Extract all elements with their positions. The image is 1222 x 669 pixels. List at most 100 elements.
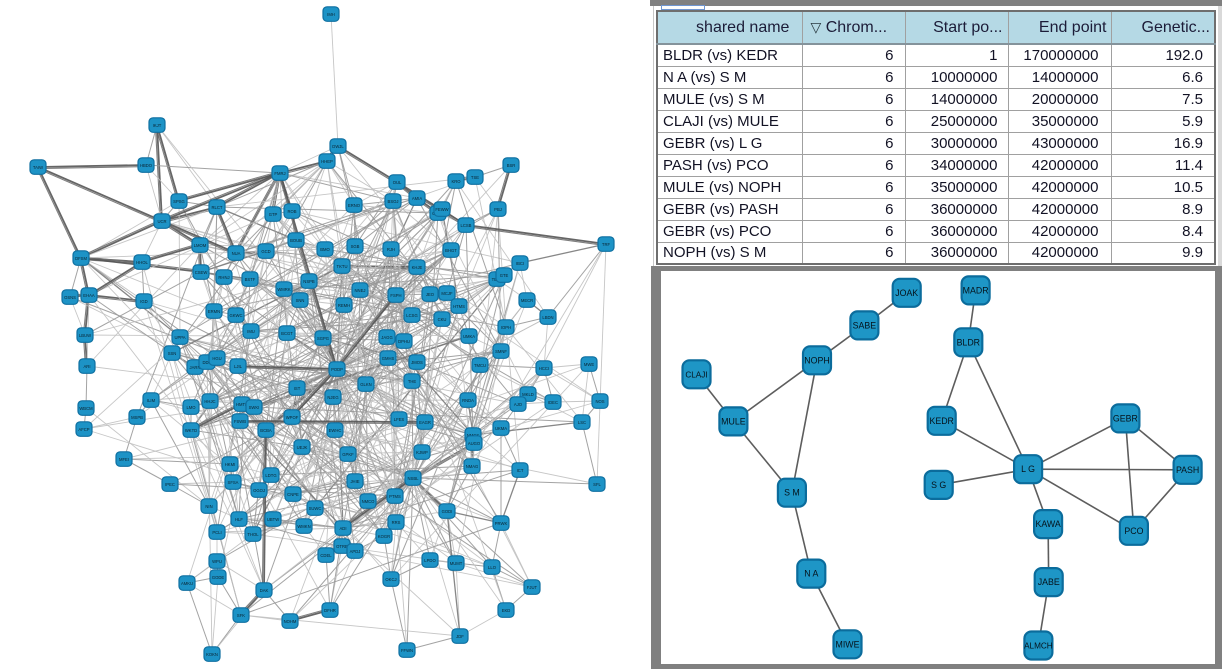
- svg-text:SUWC: SUWC: [309, 506, 322, 511]
- svg-text:HMTH: HMTH: [236, 402, 248, 407]
- svg-text:GCD: GCD: [261, 249, 270, 254]
- svg-text:LDTG: LDTG: [265, 473, 276, 478]
- svg-text:KOGR: KOGR: [378, 534, 390, 539]
- svg-text:RLCT: RLCT: [212, 205, 223, 210]
- svg-text:PTMS: PTMS: [389, 494, 401, 499]
- svg-text:SFL: SFL: [593, 482, 601, 487]
- svg-text:TMCU: TMCU: [474, 363, 486, 368]
- svg-text:JOAK: JOAK: [895, 288, 918, 298]
- svg-text:KOKN: KOKN: [206, 652, 218, 657]
- svg-text:KRO: KRO: [451, 179, 461, 184]
- svg-text:CKU: CKU: [438, 317, 447, 322]
- svg-text:PBJ: PBJ: [494, 207, 502, 212]
- svg-text:PODP: PODP: [331, 367, 343, 372]
- svg-text:L G: L G: [1021, 464, 1035, 474]
- svg-text:OTRE: OTRE: [336, 544, 348, 549]
- svg-text:GLKN: GLKN: [360, 382, 371, 387]
- svg-text:CSEW: CSEW: [195, 270, 208, 275]
- svg-text:N A: N A: [804, 569, 818, 579]
- svg-text:UMKA: UMKA: [463, 334, 475, 339]
- svg-text:RRS: RRS: [392, 520, 401, 525]
- svg-text:IPEC: IPEC: [165, 482, 175, 487]
- svg-text:DPHU: DPHU: [398, 339, 410, 344]
- svg-text:HGU: HGU: [212, 356, 221, 361]
- svg-text:GEBR: GEBR: [1113, 413, 1138, 423]
- svg-text:SFK: SFK: [237, 613, 245, 618]
- svg-text:PRWK: PRWK: [495, 521, 508, 526]
- svg-text:OGOJ: OGOJ: [253, 488, 265, 493]
- svg-text:THE: THE: [408, 379, 417, 384]
- svg-text:CLAJI: CLAJI: [685, 370, 707, 379]
- svg-text:EKD: EKD: [502, 608, 511, 613]
- svg-text:S M: S M: [784, 488, 800, 498]
- svg-text:BOUB: BOUB: [290, 238, 302, 243]
- svg-text:NMAG: NMAG: [466, 464, 479, 469]
- svg-text:HBDO: HBDO: [140, 163, 153, 168]
- svg-text:WMRK: WMRK: [277, 287, 290, 292]
- svg-text:GODI: GODI: [442, 509, 453, 514]
- svg-text:TKTU: TKTU: [337, 264, 348, 269]
- svg-text:JABE: JABE: [1038, 577, 1060, 587]
- svg-text:AUGO: AUGO: [468, 441, 481, 446]
- svg-text:PASH: PASH: [1176, 465, 1199, 475]
- svg-text:NJEG: NJEG: [327, 395, 338, 400]
- svg-text:LPDO: LPDO: [424, 558, 436, 563]
- svg-text:MFEI: MFEI: [119, 457, 129, 462]
- svg-text:ROB: ROB: [287, 209, 296, 214]
- svg-text:WPU: WPU: [212, 559, 222, 564]
- svg-text:SPSG: SPSG: [173, 199, 185, 204]
- svg-text:HKMI: HKMI: [225, 462, 235, 467]
- svg-text:HHOL: HHOL: [136, 260, 148, 265]
- svg-text:GKWC: GKWC: [229, 313, 242, 318]
- svg-text:LCSG: LCSG: [406, 313, 417, 318]
- svg-text:JEO: JEO: [426, 292, 435, 297]
- svg-text:IST: IST: [294, 386, 301, 391]
- svg-text:MULE: MULE: [721, 416, 746, 426]
- svg-text:HLF: HLF: [235, 517, 243, 522]
- svg-text:PCLI: PCLI: [212, 530, 221, 535]
- svg-text:RHNJ: RHNJ: [218, 275, 229, 280]
- svg-text:DAK: DAK: [260, 588, 269, 593]
- svg-text:MUMT: MUMT: [450, 561, 463, 566]
- svg-text:FMRJ: FMRJ: [274, 171, 285, 176]
- svg-text:UKMA: UKMA: [495, 426, 507, 431]
- svg-text:LSC: LSC: [578, 420, 586, 425]
- svg-text:NUA: NUA: [232, 251, 241, 256]
- svg-text:NSBL: NSBL: [408, 476, 420, 481]
- svg-text:FSPH: FSPH: [390, 293, 401, 298]
- svg-text:SNN: SNN: [296, 298, 305, 303]
- svg-text:IDEC: IDEC: [548, 400, 558, 405]
- svg-text:KJWP: KJWP: [416, 450, 428, 455]
- svg-text:LJIL: LJIL: [234, 364, 243, 369]
- svg-text:BCGT: BCGT: [281, 331, 293, 336]
- svg-text:NMCO: NMCO: [362, 499, 376, 504]
- svg-text:APDJ: APDJ: [350, 549, 361, 554]
- svg-text:RNDA: RNDA: [462, 398, 474, 403]
- svg-text:EAGR: EAGR: [419, 420, 431, 425]
- svg-text:JARN: JARN: [190, 365, 201, 370]
- svg-text:HHEP: HHEP: [321, 159, 333, 164]
- svg-text:SFSA: SFSA: [228, 480, 239, 485]
- svg-text:FEWW: FEWW: [435, 207, 448, 212]
- svg-text:ERMN: ERMN: [208, 309, 220, 314]
- svg-text:WPOF: WPOF: [286, 415, 299, 420]
- svg-text:SABE: SABE: [853, 320, 877, 330]
- svg-text:S G: S G: [931, 480, 946, 490]
- svg-text:DWJL: DWJL: [332, 144, 344, 149]
- svg-text:MCJF: MCJF: [441, 291, 453, 296]
- svg-text:ERNO: ERNO: [348, 203, 361, 208]
- svg-text:GODE: GODE: [212, 575, 225, 580]
- svg-text:BSR: BSR: [507, 163, 516, 168]
- svg-text:SMNF: SMNF: [495, 349, 507, 354]
- svg-text:GTE: GTE: [500, 273, 509, 278]
- svg-text:BSOJ: BSOJ: [388, 199, 399, 204]
- svg-text:EWHC: EWHC: [329, 428, 342, 433]
- svg-text:FSWB: FSWB: [234, 419, 246, 424]
- svg-text:IGD: IGD: [140, 299, 147, 304]
- svg-text:UPPA: UPPA: [174, 335, 185, 340]
- svg-text:DFSM: DFSM: [75, 256, 87, 261]
- svg-text:JHIE: JHIE: [350, 479, 359, 484]
- svg-text:TAIW: TAIW: [33, 165, 43, 170]
- svg-text:OKCJ: OKCJ: [385, 577, 396, 582]
- svg-text:CDEL: CDEL: [320, 553, 332, 558]
